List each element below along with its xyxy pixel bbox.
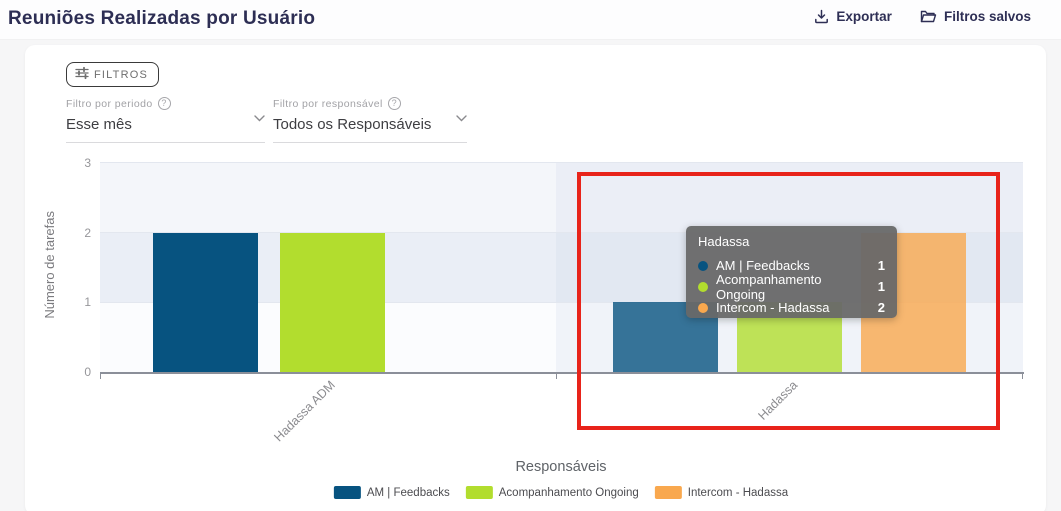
period-filter: Filtro por periodo ? Esse mês [66, 97, 265, 143]
period-select-underline [66, 142, 265, 143]
x-axis-title: Responsáveis [515, 459, 607, 475]
tooltip-series-dot [698, 281, 708, 292]
y-tick-label: 0 [84, 365, 91, 379]
tooltip-title: Hadassa [698, 234, 750, 249]
y-axis-title: Número de tarefas [42, 211, 57, 319]
tooltip-series-dot [698, 260, 708, 271]
tooltip-row: Acompanhamento Ongoing 1 [698, 272, 885, 302]
legend-item[interactable]: Intercom - Hadassa [654, 486, 789, 499]
saved-filters-button[interactable]: Filtros salvos [920, 9, 1031, 24]
y-tick-label: 3 [84, 155, 91, 170]
page-title: Reuniões Realizadas por Usuário [8, 8, 316, 29]
tooltip-series-value: 2 [877, 300, 885, 315]
annotation-red-box [577, 172, 1000, 430]
chart-card: FILTROS Filtro por periodo ? Esse mês Fi… [25, 45, 1046, 511]
x-axis-tick [556, 374, 557, 379]
tooltip-series-value: 1 [877, 258, 885, 273]
legend-swatch [654, 486, 682, 499]
legend-label: Acompanhamento Ongoing [498, 486, 639, 499]
legend-label: AM | Feedbacks [366, 486, 450, 499]
responsible-select-underline [273, 142, 467, 143]
legend-item[interactable]: Acompanhamento Ongoing [465, 486, 639, 499]
saved-filters-label: Filtros salvos [943, 9, 1031, 24]
tooltip-series-value: 1 [877, 279, 885, 294]
responsible-filter-label: Filtro por responsável [273, 97, 383, 110]
tooltip-row: Intercom - Hadassa 2 [698, 297, 885, 318]
x-axis-line [100, 372, 1024, 374]
gridline [100, 232, 1023, 234]
chevron-down-icon[interactable] [456, 113, 467, 125]
tooltip-series-label: Acompanhamento Ongoing [716, 271, 822, 302]
help-icon[interactable]: ? [157, 97, 171, 110]
export-label: Exportar [836, 9, 892, 24]
period-filter-label-row: Filtro por periodo ? [66, 97, 265, 110]
header-actions: Exportar Filtros salvos [814, 9, 1031, 24]
tooltip-rows: AM | Feedbacks 1 Acompanhamento Ongoing 1 In… [698, 255, 885, 318]
filters-toggle-button[interactable]: FILTROS [66, 62, 160, 87]
period-filter-label: Filtro por periodo [66, 97, 153, 110]
gridline [100, 301, 1023, 303]
download-icon [814, 9, 829, 24]
top-bar: Reuniões Realizadas por Usuário Exportar… [0, 0, 1061, 40]
tooltip-series-label: AM | Feedbacks [716, 258, 810, 273]
y-tick-label: 2 [84, 225, 91, 240]
tooltip-series-dot [698, 302, 708, 313]
responsible-select[interactable]: Todos os Responsáveis [273, 116, 432, 133]
chevron-down-icon[interactable] [254, 113, 265, 125]
x-axis-tick [1022, 374, 1023, 379]
tooltip-series-label: Intercom - Hadassa [716, 300, 830, 315]
export-button[interactable]: Exportar [814, 9, 892, 24]
x-category-label: Hadassa ADM [271, 378, 338, 445]
y-tick-label: 1 [84, 295, 91, 310]
responsible-filter: Filtro por responsável ? Todos os Respon… [273, 97, 467, 143]
period-select[interactable]: Esse mês [66, 116, 132, 133]
bar[interactable] [280, 232, 385, 372]
filters-toggle-label: FILTROS [94, 68, 149, 81]
x-axis-tick [100, 374, 101, 379]
sliders-icon [75, 66, 89, 83]
chart-legend: AM | Feedbacks Acompanhamento Ongoing Inte… [333, 486, 789, 499]
chart-tooltip: Hadassa AM | Feedbacks 1 Acompanhamento On… [686, 226, 897, 318]
legend-swatch [465, 486, 493, 499]
legend-swatch [333, 486, 361, 499]
bar[interactable] [153, 232, 258, 372]
folder-icon [920, 9, 937, 24]
legend-label: Intercom - Hadassa [687, 486, 789, 499]
tooltip-row: AM | Feedbacks 1 [698, 255, 885, 276]
gridline [100, 162, 1023, 164]
help-icon[interactable]: ? [387, 97, 401, 110]
legend-item[interactable]: AM | Feedbacks [333, 486, 450, 499]
responsible-filter-label-row: Filtro por responsável ? [273, 97, 467, 110]
